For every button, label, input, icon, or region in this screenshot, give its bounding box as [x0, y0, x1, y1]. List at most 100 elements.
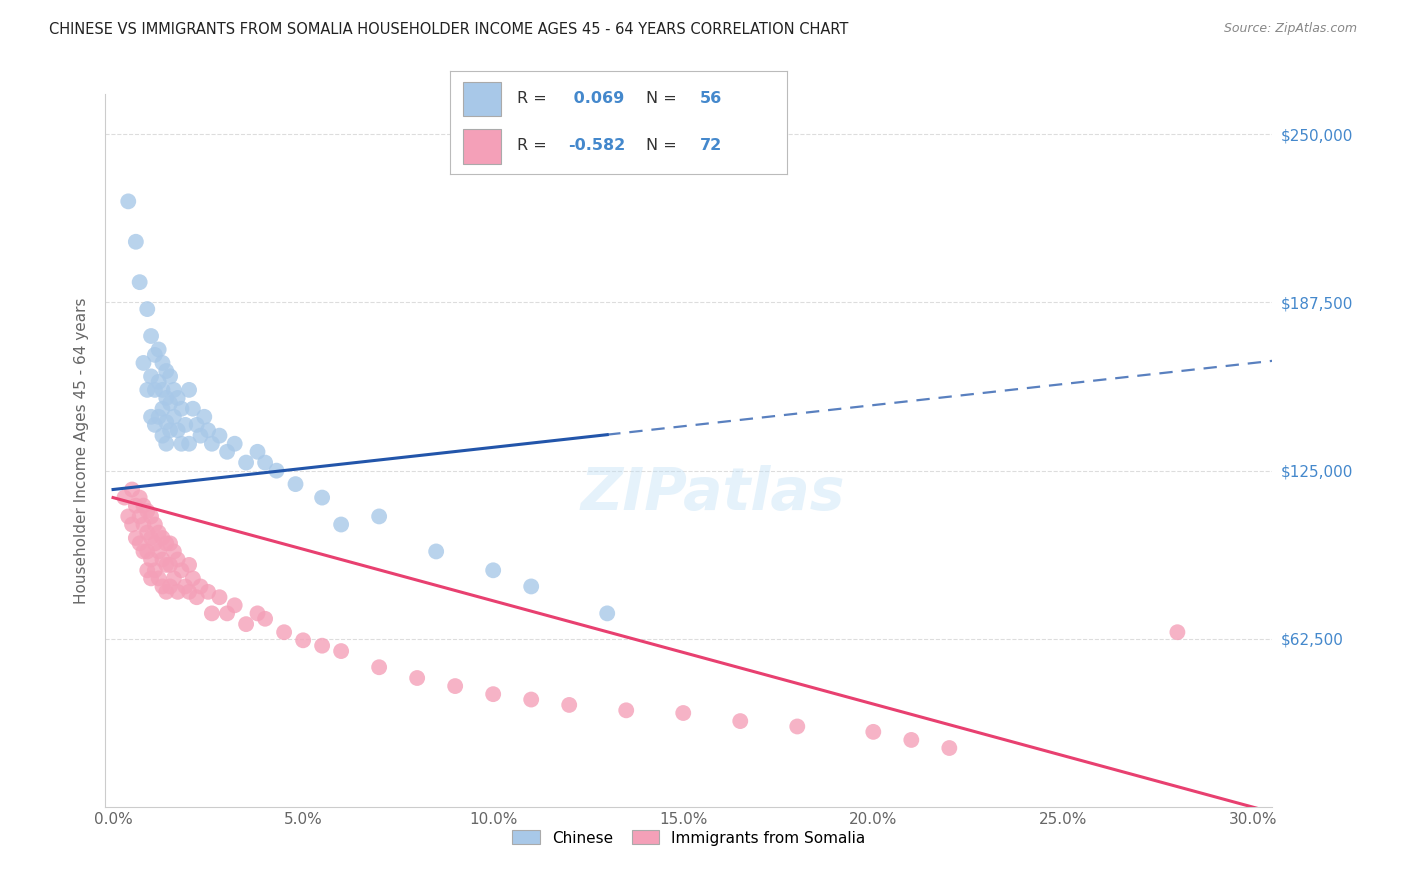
Text: Source: ZipAtlas.com: Source: ZipAtlas.com [1223, 22, 1357, 36]
Point [482, 687, 505, 701]
Point [148, 375, 170, 389]
Point [170, 563, 193, 577]
Text: 0.069: 0.069 [568, 90, 624, 105]
Point [155, 584, 177, 599]
Point [132, 517, 155, 532]
Point [163, 571, 186, 585]
Point [181, 401, 204, 416]
Point [125, 531, 148, 545]
Point [139, 369, 162, 384]
Point [311, 491, 333, 505]
Point [266, 464, 288, 478]
Point [155, 436, 177, 450]
Point [190, 428, 212, 442]
Point [181, 571, 204, 585]
Text: 72: 72 [700, 137, 721, 153]
Point [155, 391, 177, 405]
Point [163, 383, 186, 397]
Point [152, 579, 174, 593]
Text: 56: 56 [700, 90, 721, 105]
Point [139, 329, 162, 343]
Point [159, 558, 181, 572]
Point [166, 552, 188, 566]
Point [208, 591, 231, 605]
Point [125, 499, 148, 513]
Point [155, 415, 177, 429]
Point [152, 552, 174, 566]
Y-axis label: Householder Income Ages 45 - 64 years: Householder Income Ages 45 - 64 years [75, 297, 90, 604]
Point [246, 445, 269, 459]
FancyBboxPatch shape [464, 128, 501, 163]
Point [900, 733, 922, 747]
Point [368, 509, 391, 524]
Point [235, 617, 257, 632]
Text: ZIPatlas: ZIPatlas [581, 465, 845, 522]
Point [224, 599, 246, 613]
Point [139, 571, 162, 585]
Point [148, 409, 170, 424]
Point [128, 536, 150, 550]
Text: -0.582: -0.582 [568, 137, 626, 153]
Point [148, 571, 170, 585]
Point [174, 417, 197, 432]
Point [128, 509, 150, 524]
Point [786, 719, 808, 733]
Point [190, 579, 212, 593]
Point [132, 499, 155, 513]
Point [170, 401, 193, 416]
Point [672, 706, 695, 720]
Point [201, 607, 224, 621]
Point [155, 558, 177, 572]
Point [163, 409, 186, 424]
Point [143, 517, 166, 532]
Point [177, 558, 200, 572]
Point [132, 544, 155, 558]
Point [330, 517, 353, 532]
Point [128, 275, 150, 289]
Point [177, 436, 200, 450]
Point [139, 409, 162, 424]
Point [159, 536, 181, 550]
Point [159, 423, 181, 437]
Point [143, 563, 166, 577]
Point [201, 436, 224, 450]
Point [136, 544, 159, 558]
Point [177, 383, 200, 397]
Point [136, 525, 159, 540]
Point [152, 428, 174, 442]
Point [254, 612, 277, 626]
Point [520, 579, 543, 593]
Point [938, 741, 960, 756]
Text: N =: N = [645, 90, 682, 105]
Point [128, 491, 150, 505]
Point [166, 423, 188, 437]
Point [406, 671, 429, 685]
Point [148, 525, 170, 540]
Point [148, 343, 170, 357]
Point [159, 579, 181, 593]
Point [139, 531, 162, 545]
Point [143, 417, 166, 432]
Point [143, 383, 166, 397]
Point [159, 396, 181, 410]
Point [197, 584, 219, 599]
Point [163, 544, 186, 558]
Point [444, 679, 467, 693]
Text: CHINESE VS IMMIGRANTS FROM SOMALIA HOUSEHOLDER INCOME AGES 45 - 64 YEARS CORRELA: CHINESE VS IMMIGRANTS FROM SOMALIA HOUSE… [49, 22, 849, 37]
Point [208, 428, 231, 442]
Point [136, 383, 159, 397]
Point [292, 633, 315, 648]
Text: R =: R = [517, 90, 553, 105]
Point [311, 639, 333, 653]
Point [139, 552, 162, 566]
Point [152, 531, 174, 545]
Point [166, 584, 188, 599]
Point [152, 401, 174, 416]
Point [121, 517, 143, 532]
Point [224, 436, 246, 450]
Point [143, 536, 166, 550]
Point [614, 703, 637, 717]
Point [132, 356, 155, 370]
Point [254, 456, 277, 470]
Point [482, 563, 505, 577]
